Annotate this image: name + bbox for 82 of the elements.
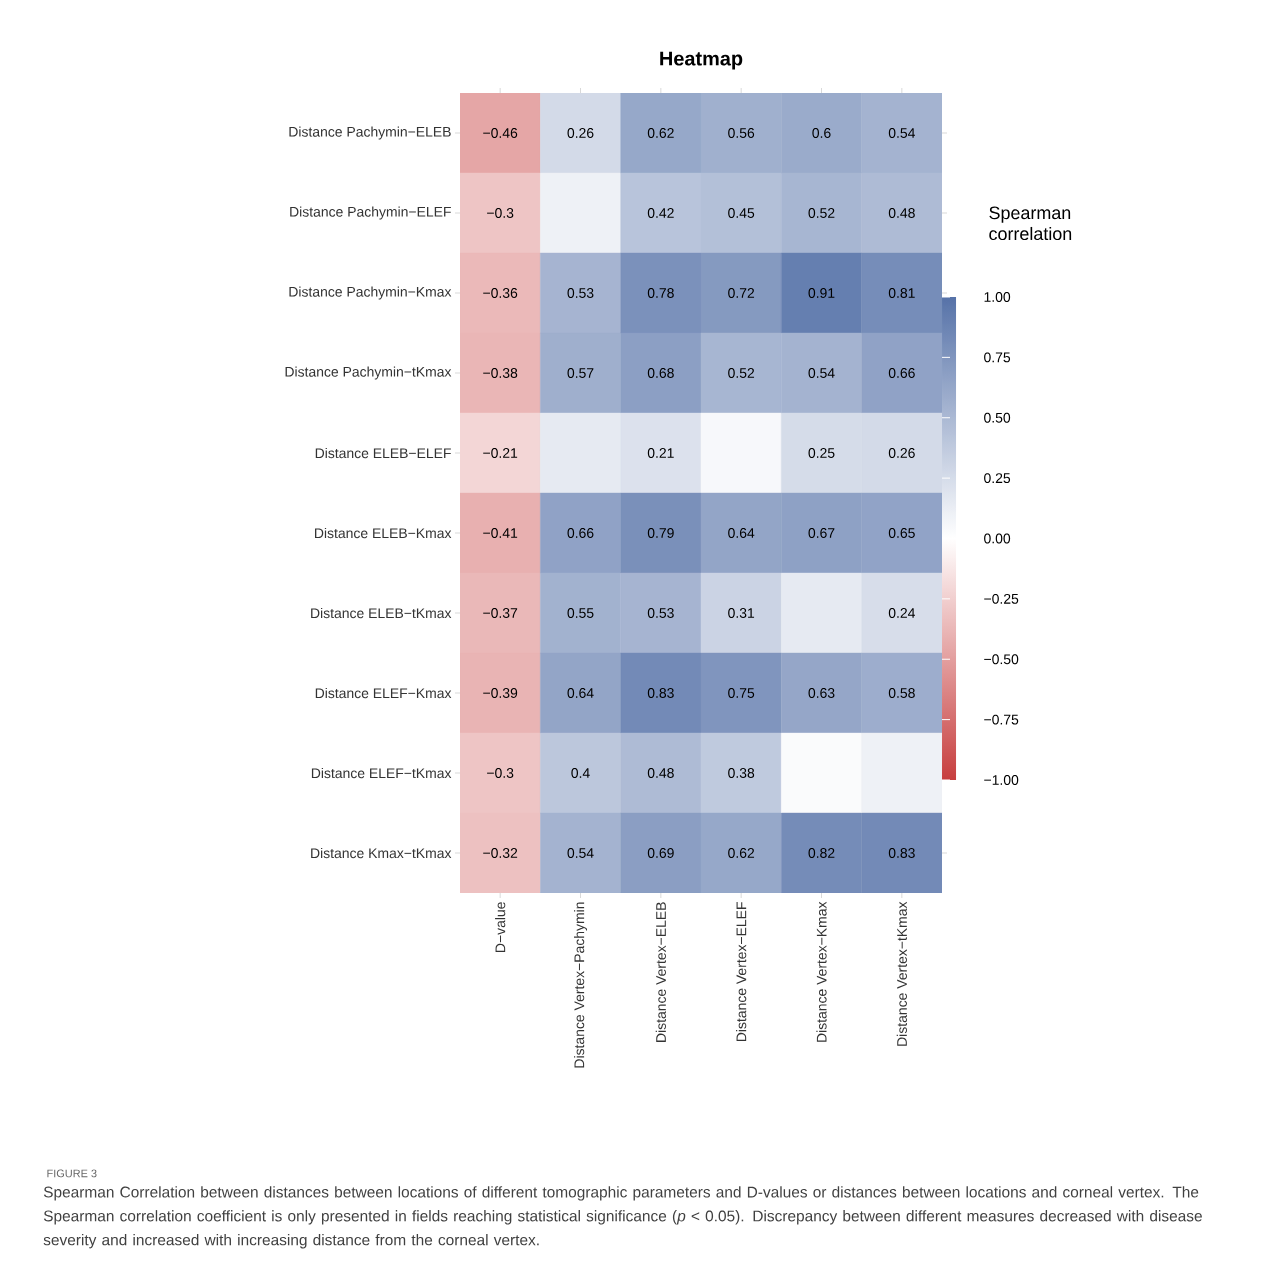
data-label: 0.26 xyxy=(888,448,915,458)
x-tick-label: Distance Vertex−Pachymin xyxy=(574,902,587,1068)
y-tick-label: Distance Kmax−tKmax xyxy=(311,847,452,859)
data-label: 0.83 xyxy=(647,688,674,698)
data-label: 0.54 xyxy=(808,368,835,378)
data-label: 0.6 xyxy=(812,128,831,138)
data-label: 0.56 xyxy=(728,128,755,138)
color-bar-label: 0.75 xyxy=(984,352,1011,363)
data-label: 0.83 xyxy=(888,848,915,858)
data-label: 0.52 xyxy=(728,368,755,378)
data-label: −0.36 xyxy=(483,288,518,298)
data-label: 0.81 xyxy=(888,288,915,298)
color-bar-label: −0.25 xyxy=(984,593,1019,604)
color-bar-label: 0.50 xyxy=(984,412,1011,423)
data-label: 0.75 xyxy=(728,688,755,698)
data-label: 0.42 xyxy=(647,208,674,218)
y-tick-label: Distance Pachymin−ELEF xyxy=(290,206,451,220)
data-label: 0.66 xyxy=(567,528,594,538)
text: Spearman Correlation between distances between locations of different tomographic parameters and D-values or distances between locations and corneal vertex. The Spearman correlation coefficient is only presented in fields reaching statistical significance (p < 0.05). Discrepancy between different measures decreased with disease severity and increased with increasing distance from the corneal vertex. xyxy=(43,1186,1202,1249)
y-tick-label: Distance ELEB−Kmax xyxy=(315,527,452,539)
x-tick-label: Distance Vertex−ELEB xyxy=(655,902,666,1042)
data-label: 0.58 xyxy=(888,688,915,698)
color-bar-label: −0.75 xyxy=(984,714,1019,725)
data-label: 0.55 xyxy=(567,608,594,618)
data-label: −0.39 xyxy=(483,688,518,698)
data-label: 0.53 xyxy=(647,608,674,618)
data-label: 0.65 xyxy=(888,528,915,538)
color-bar-label: 1.00 xyxy=(984,292,1011,302)
data-label: −0.3 xyxy=(487,768,514,778)
y-tick-label: Distance ELEF−tKmax xyxy=(311,767,452,779)
data-label: 0.63 xyxy=(808,688,835,698)
data-label: 0.67 xyxy=(808,528,835,538)
data-label: 0.31 xyxy=(728,608,755,618)
data-label: 0.66 xyxy=(888,368,915,378)
data-label: 0.52 xyxy=(808,208,835,218)
data-label: 0.79 xyxy=(647,528,674,538)
data-label: −0.38 xyxy=(483,368,518,378)
caption: FIGURE 3 xyxy=(47,1169,97,1178)
data-label: 0.26 xyxy=(567,128,594,138)
y-tick-label: Distance Pachymin−tKmax xyxy=(285,366,452,380)
data-label: −0.41 xyxy=(483,528,518,538)
data-label: 0.69 xyxy=(647,848,674,858)
data-label: 0.68 xyxy=(647,368,674,378)
data-label: 0.54 xyxy=(567,848,594,858)
color-bar-label: −0.50 xyxy=(984,654,1019,665)
data-label: 0.78 xyxy=(647,288,674,298)
data-label: 0.62 xyxy=(647,128,674,138)
color-bar-label: −1.00 xyxy=(984,775,1019,785)
data-label: −0.46 xyxy=(483,128,518,138)
x-tick-label: Distance Vertex−ELEF xyxy=(736,902,747,1042)
data-label: 0.38 xyxy=(728,768,755,778)
data-label: −0.3 xyxy=(487,208,514,218)
data-label: 0.45 xyxy=(728,208,755,218)
data-label: −0.21 xyxy=(483,448,518,458)
data-label: −0.37 xyxy=(483,608,518,618)
y-tick-label: Distance Pachymin−ELEB xyxy=(289,126,451,140)
chart-title: Heatmap xyxy=(660,51,743,70)
data-label: 0.48 xyxy=(888,208,915,218)
data-label: 0.4 xyxy=(571,768,590,778)
data-label: 0.48 xyxy=(647,768,674,778)
data-label: 0.24 xyxy=(888,608,915,618)
data-label: 0.54 xyxy=(888,128,915,138)
y-tick-label: Distance ELEF−Kmax xyxy=(315,687,452,699)
data-label: 0.25 xyxy=(808,448,835,458)
y-tick-label: Distance ELEB−ELEF xyxy=(315,447,451,459)
data-label: 0.53 xyxy=(567,288,594,298)
data-label: 0.57 xyxy=(567,368,594,378)
y-tick-label: Distance ELEB−tKmax xyxy=(311,607,452,619)
data-label: 0.64 xyxy=(728,528,755,538)
color-bar-title: Spearman correlation xyxy=(989,206,1072,241)
x-tick-label: Distance Vertex−tKmax xyxy=(896,901,907,1046)
data-label: 0.72 xyxy=(728,288,755,298)
color-bar-label: 0.25 xyxy=(984,473,1011,484)
data-label: −0.32 xyxy=(483,848,518,858)
data-label: 0.82 xyxy=(808,848,835,858)
data-label: 0.91 xyxy=(808,288,835,298)
data-label: 0.21 xyxy=(647,448,674,458)
x-tick-label: Distance Vertex−Kmax xyxy=(816,901,827,1042)
x-tick-label: D−value xyxy=(495,902,506,952)
color-bar-label: 0.00 xyxy=(984,533,1011,544)
y-tick-label: Distance Pachymin−Kmax xyxy=(289,286,452,300)
data-label: 0.64 xyxy=(567,688,594,698)
